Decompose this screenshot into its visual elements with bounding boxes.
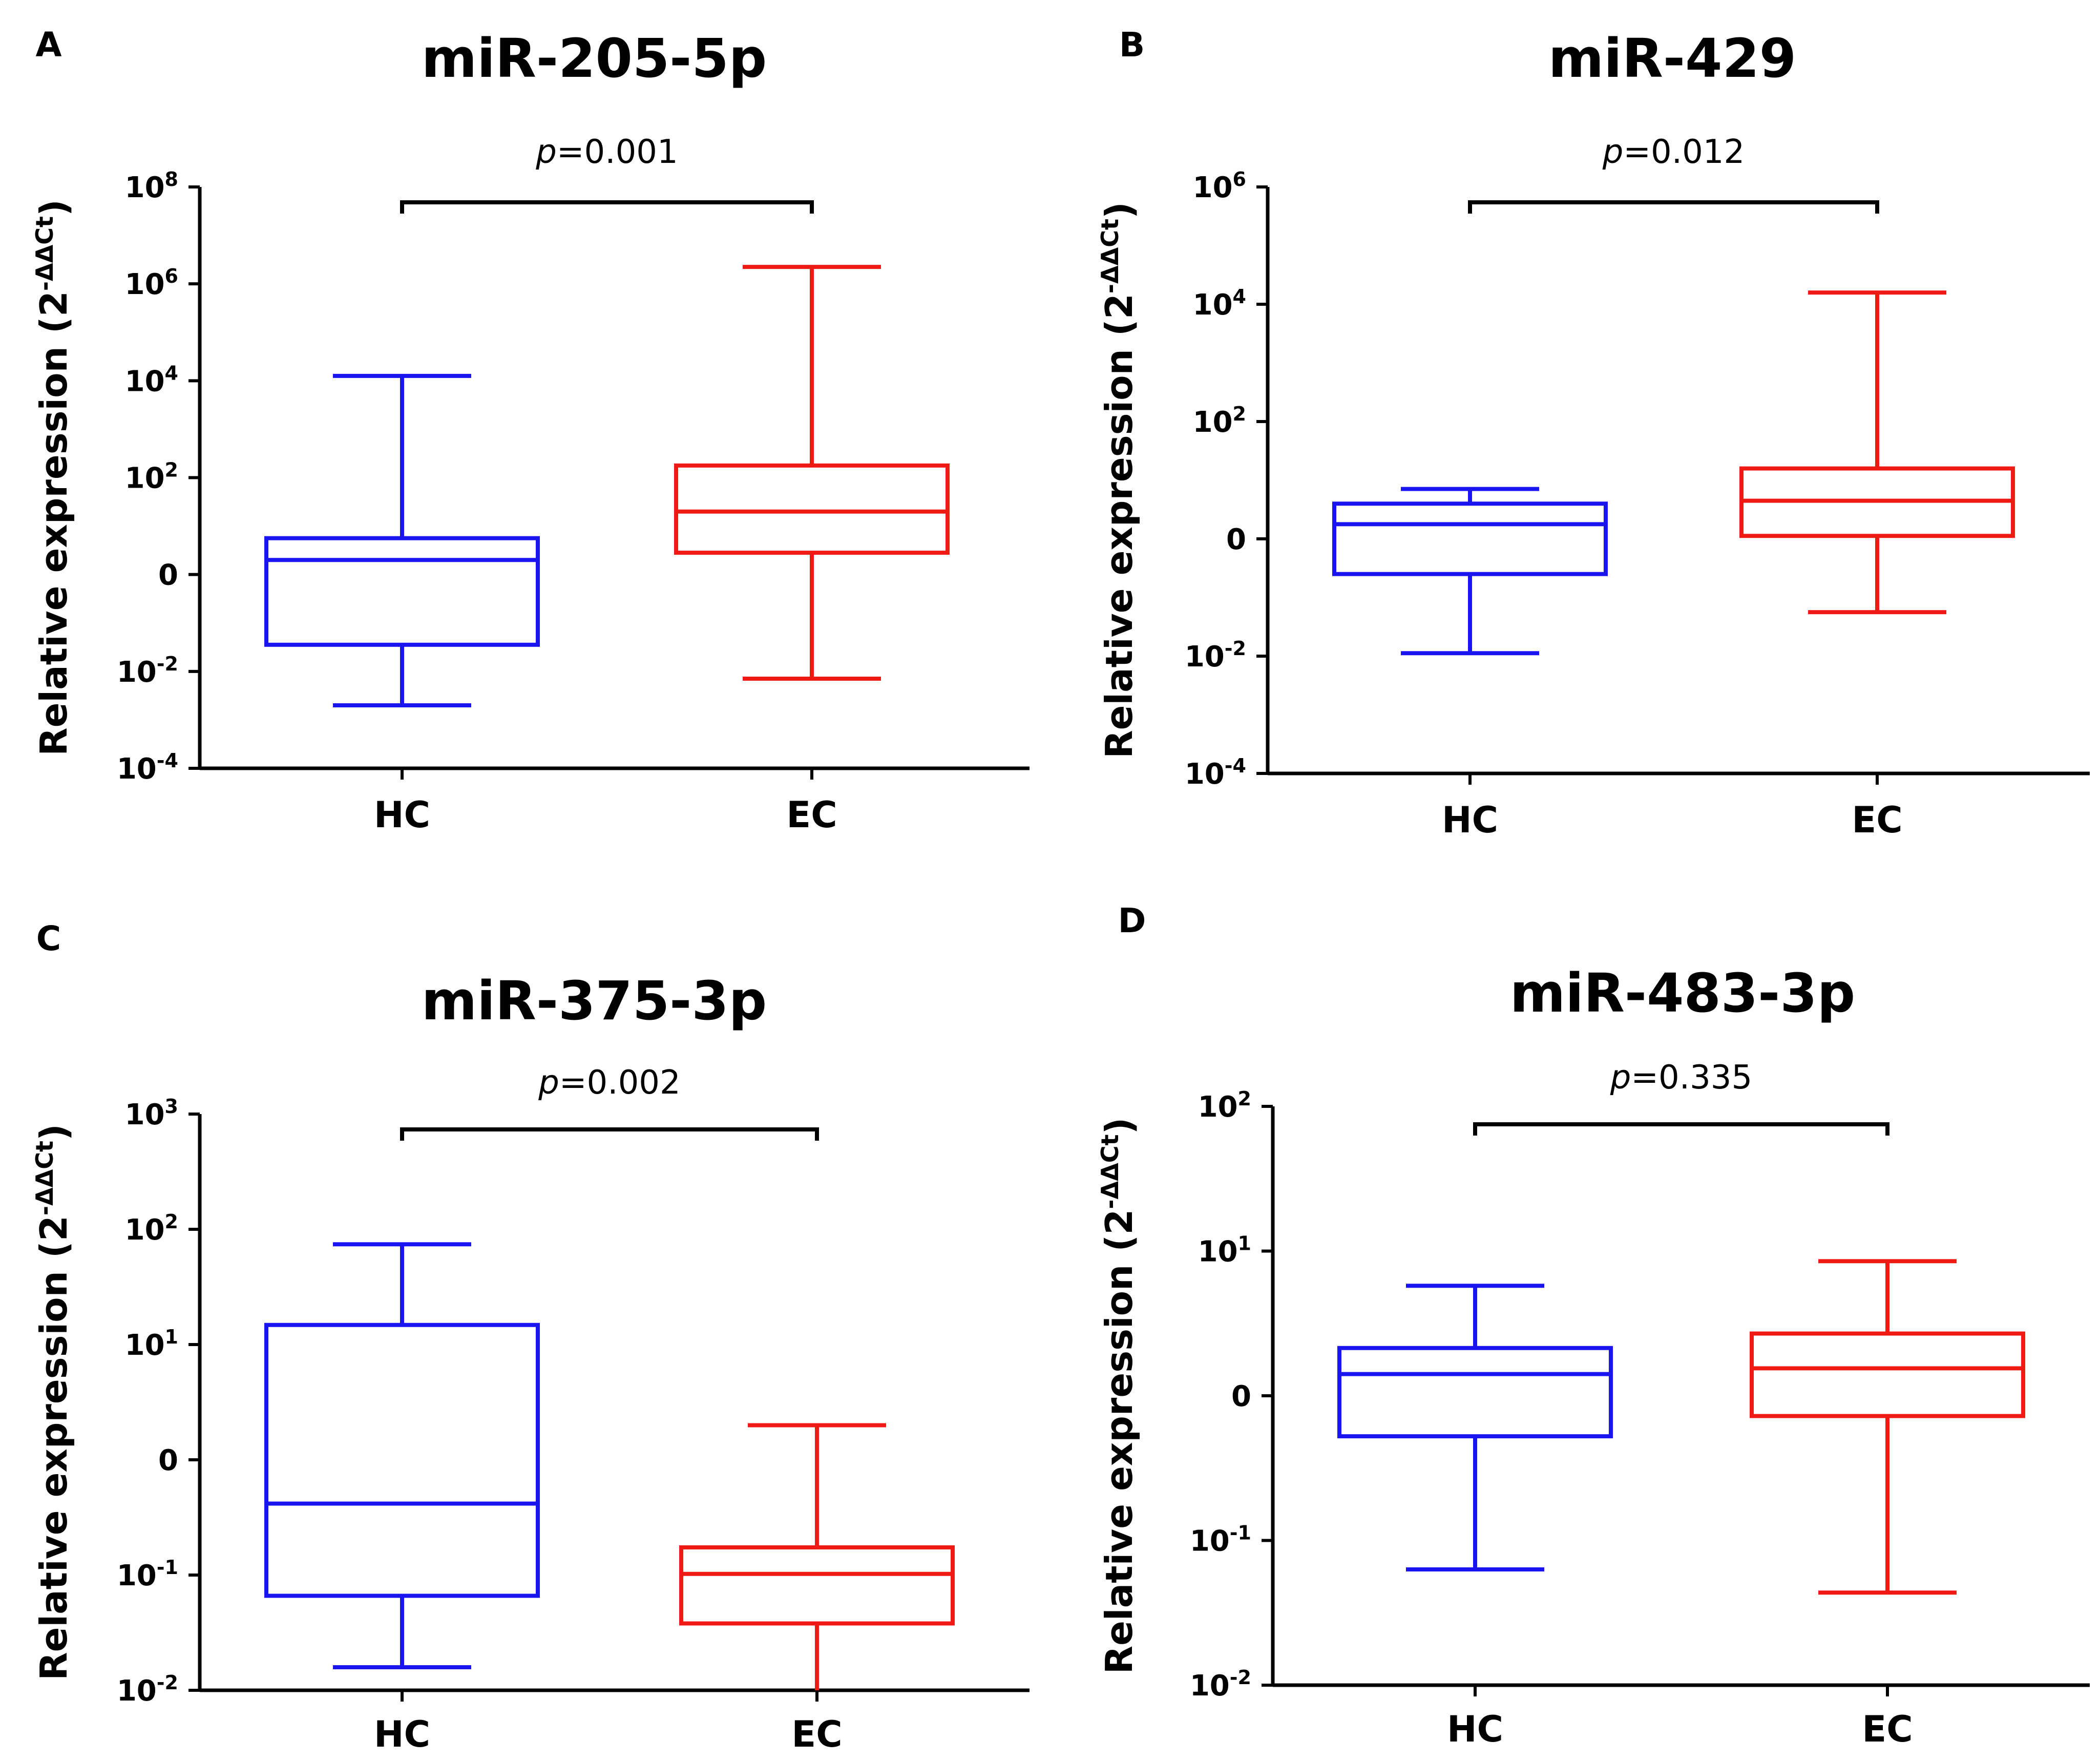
y-tick-label: 103 (125, 1095, 178, 1131)
iqr-box (674, 463, 950, 555)
y-tick-label: 106 (1193, 168, 1246, 204)
y-tick-label: 101 (1198, 1232, 1251, 1269)
y-tick-label: 10-1 (117, 1556, 178, 1592)
box-hc (264, 373, 540, 708)
y-axis-label: Relative expression (2-ΔΔCt) (1096, 202, 1141, 759)
x-tick-label-hc: HC (1447, 1708, 1503, 1750)
y-tick-label: 0 (158, 1444, 178, 1477)
x-tick-label-ec: EC (1862, 1708, 1913, 1750)
chart-title: miR-483-3p (1510, 962, 1855, 1024)
significance-bracket (400, 1127, 819, 1141)
y-tick-label: 0 (158, 559, 178, 592)
y-tick-label: 10-2 (1185, 637, 1246, 674)
iqr-box (1332, 501, 1608, 576)
panel-letter: A (35, 25, 61, 65)
x-tick-label-hc: HC (374, 1713, 430, 1755)
y-tick-label: 106 (125, 265, 178, 301)
y-tick-label: 10-2 (117, 1671, 178, 1708)
y-axis-label: Relative expression (2-ΔΔCt) (1096, 1118, 1141, 1674)
iqr-box (264, 1323, 540, 1598)
y-tick-label: 104 (125, 362, 178, 398)
p-value: p=0.001 (535, 133, 678, 171)
y-tick-label: 10-4 (1185, 754, 1246, 791)
panel-letter: C (36, 919, 61, 958)
x-tick-label-ec: EC (1852, 799, 1902, 841)
significance-bracket (1473, 1122, 1889, 1136)
box-hc (1332, 487, 1608, 656)
significance-bracket (1468, 200, 1879, 214)
chart-title: miR-429 (1548, 27, 1796, 90)
y-tick-label: 10-4 (117, 749, 178, 786)
iqr-box (264, 536, 540, 647)
chart-title: miR-205-5p (422, 27, 767, 90)
y-tick-label: 0 (1231, 1380, 1251, 1413)
y-tick-label: 102 (1193, 403, 1246, 439)
y-tick-label: 104 (1193, 285, 1246, 322)
y-axis-label: Relative expression (2-ΔΔCt) (31, 199, 75, 756)
iqr-box (1750, 1331, 2025, 1418)
iqr-box (679, 1545, 955, 1626)
y-tick-label: 101 (125, 1326, 178, 1362)
y-axis-label: Relative expression (2-ΔΔCt) (31, 1124, 75, 1681)
panel-letter: B (1119, 25, 1145, 65)
box-hc (264, 1242, 540, 1669)
box-hc (1337, 1284, 1613, 1571)
significance-bracket (400, 200, 814, 214)
y-tick-label: 10-2 (1190, 1666, 1251, 1703)
x-tick-label-ec: EC (791, 1713, 842, 1755)
box-ec (1750, 1259, 2025, 1595)
y-tick-label: 108 (125, 168, 178, 204)
iqr-box (1337, 1346, 1613, 1439)
p-value: p=0.002 (538, 1064, 680, 1102)
box-ec (1739, 290, 2015, 615)
p-value: p=0.012 (1602, 133, 1745, 171)
y-tick-label: 102 (1198, 1087, 1251, 1124)
panel-letter: D (1118, 901, 1146, 940)
x-tick-label-ec: EC (786, 794, 837, 836)
box-ec (679, 1423, 955, 1690)
p-value: p=0.335 (1610, 1059, 1752, 1097)
x-tick-label-hc: HC (374, 794, 430, 836)
chart-title: miR-375-3p (422, 970, 767, 1032)
box-ec (674, 265, 950, 681)
x-tick-label-hc: HC (1442, 799, 1498, 841)
y-tick-label: 10-2 (117, 653, 178, 689)
y-tick-label: 102 (125, 1210, 178, 1247)
y-tick-label: 10-1 (1190, 1522, 1251, 1558)
y-tick-label: 0 (1226, 523, 1246, 556)
y-tick-label: 102 (125, 459, 178, 495)
